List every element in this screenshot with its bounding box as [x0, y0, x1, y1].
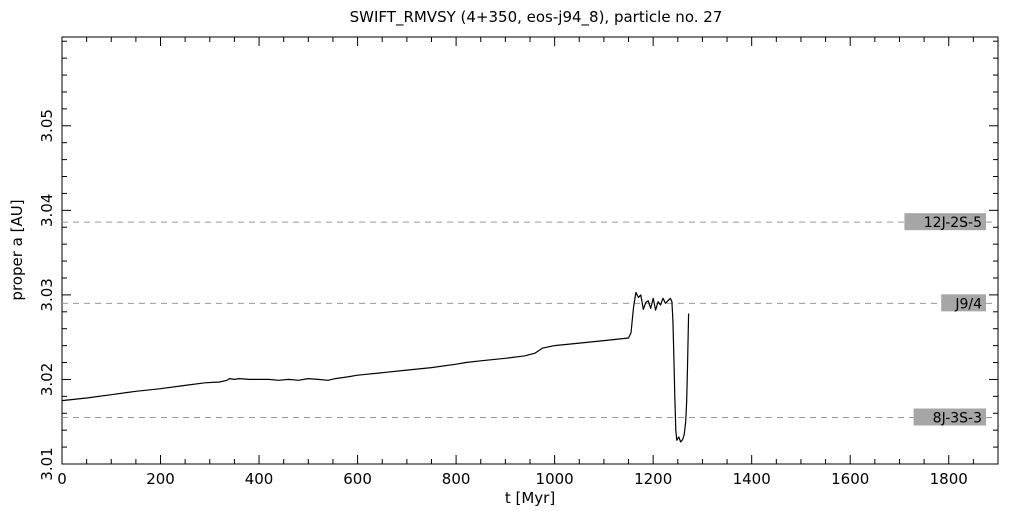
y-tick-label: 3.05: [38, 109, 56, 142]
x-tick-label: 200: [146, 470, 175, 488]
x-tick-label: 1000: [536, 470, 574, 488]
resonance-label: 8J-3S-3: [933, 410, 982, 426]
series-group: [61, 291, 690, 443]
resonance-label-box: [913, 408, 986, 426]
y-tick-label: 3.02: [38, 363, 56, 396]
x-tick-label: 600: [343, 470, 372, 488]
y-tick-label: 3.04: [38, 194, 56, 227]
x-tick-label: 400: [245, 470, 274, 488]
x-tick-label: 0: [57, 470, 67, 488]
chart-title: SWIFT_RMVSY (4+350, eos-j94_8), particle…: [350, 8, 723, 27]
x-tick-label: 1400: [733, 470, 771, 488]
plot-frame: [61, 36, 999, 465]
x-tick-label: 1600: [831, 470, 869, 488]
resonance-label: J9/4: [954, 296, 982, 312]
series-line: [61, 291, 690, 443]
resonance-label: 12J-2S-5: [924, 215, 982, 231]
x-tick-label: 800: [442, 470, 471, 488]
y-axis-ticks: 3.01 3.02 3.03 3.04 3.05: [38, 40, 998, 481]
y-axis-label: proper a [AU]: [8, 199, 26, 300]
x-axis-ticks: 0 200 400 600 800 1000 1200 1400 1600 1800: [57, 37, 999, 488]
resonance-lines: 12J-2S-5 J9/4 8J-3S-3: [62, 213, 998, 426]
resonance-label-box: [904, 213, 986, 231]
x-tick-label: 1200: [634, 470, 672, 488]
y-tick-label: 3.03: [38, 278, 56, 311]
x-axis-label: t [Myr]: [505, 489, 555, 507]
resonance-label-box: [941, 294, 986, 312]
x-tick-label: 1800: [930, 470, 968, 488]
y-tick-label: 3.01: [38, 447, 56, 480]
